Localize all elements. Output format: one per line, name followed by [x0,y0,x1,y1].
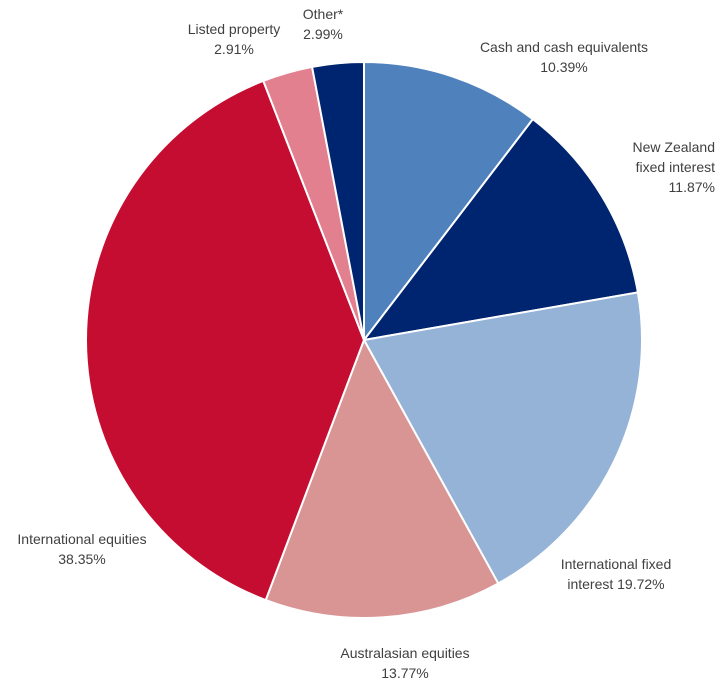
data-label-other: Other* 2.99% [303,6,344,42]
pie-slice-international-equities [85,79,366,602]
data-label-line: 10.39% [540,59,587,75]
pie-labels: Cash and cash equivalents 10.39% New Zeala… [17,6,715,681]
data-label-line: 2.91% [214,41,254,57]
pie-slice-new-zealand-fixed-interest [361,117,640,342]
pie-slice-australasian-equities [264,337,500,619]
data-label-line: Listed property [188,21,281,37]
data-label-line: 2.99% [303,26,343,42]
data-label-line: 38.35% [58,551,105,567]
data-label-line: International equities [17,531,146,547]
data-label-line: Other* [303,6,344,22]
data-label-line: New Zealand [633,139,716,155]
data-label-listed-property: Listed property 2.91% [188,21,281,57]
pie-slice-cash-and-cash-equivalents [363,60,535,343]
data-label-australasian-equities: Australasian equities 13.77% [340,645,469,681]
pie-slice-international-fixed-interest [362,291,643,585]
data-label-international-fixed-interest: International fixed interest 19.72% [561,556,672,592]
data-label-line: 11.87% [669,179,715,195]
data-label-line: Australasian equities [340,645,469,661]
data-label-line: interest 19.72% [567,576,664,592]
data-label-line: International fixed [561,556,672,572]
data-label-line: fixed interest [636,159,715,175]
data-label-new-zealand-fixed-interest: New Zealand fixed interest 11.87% [633,139,716,195]
pie-slice-other [310,60,365,341]
pie-slices [85,60,643,619]
data-label-cash-and-cash-equivalents: Cash and cash equivalents 10.39% [480,39,648,75]
data-label-line: 13.77% [381,665,428,681]
data-label-line: Cash and cash equivalents [480,39,648,55]
data-label-international-equities: International equities 38.35% [17,531,146,567]
